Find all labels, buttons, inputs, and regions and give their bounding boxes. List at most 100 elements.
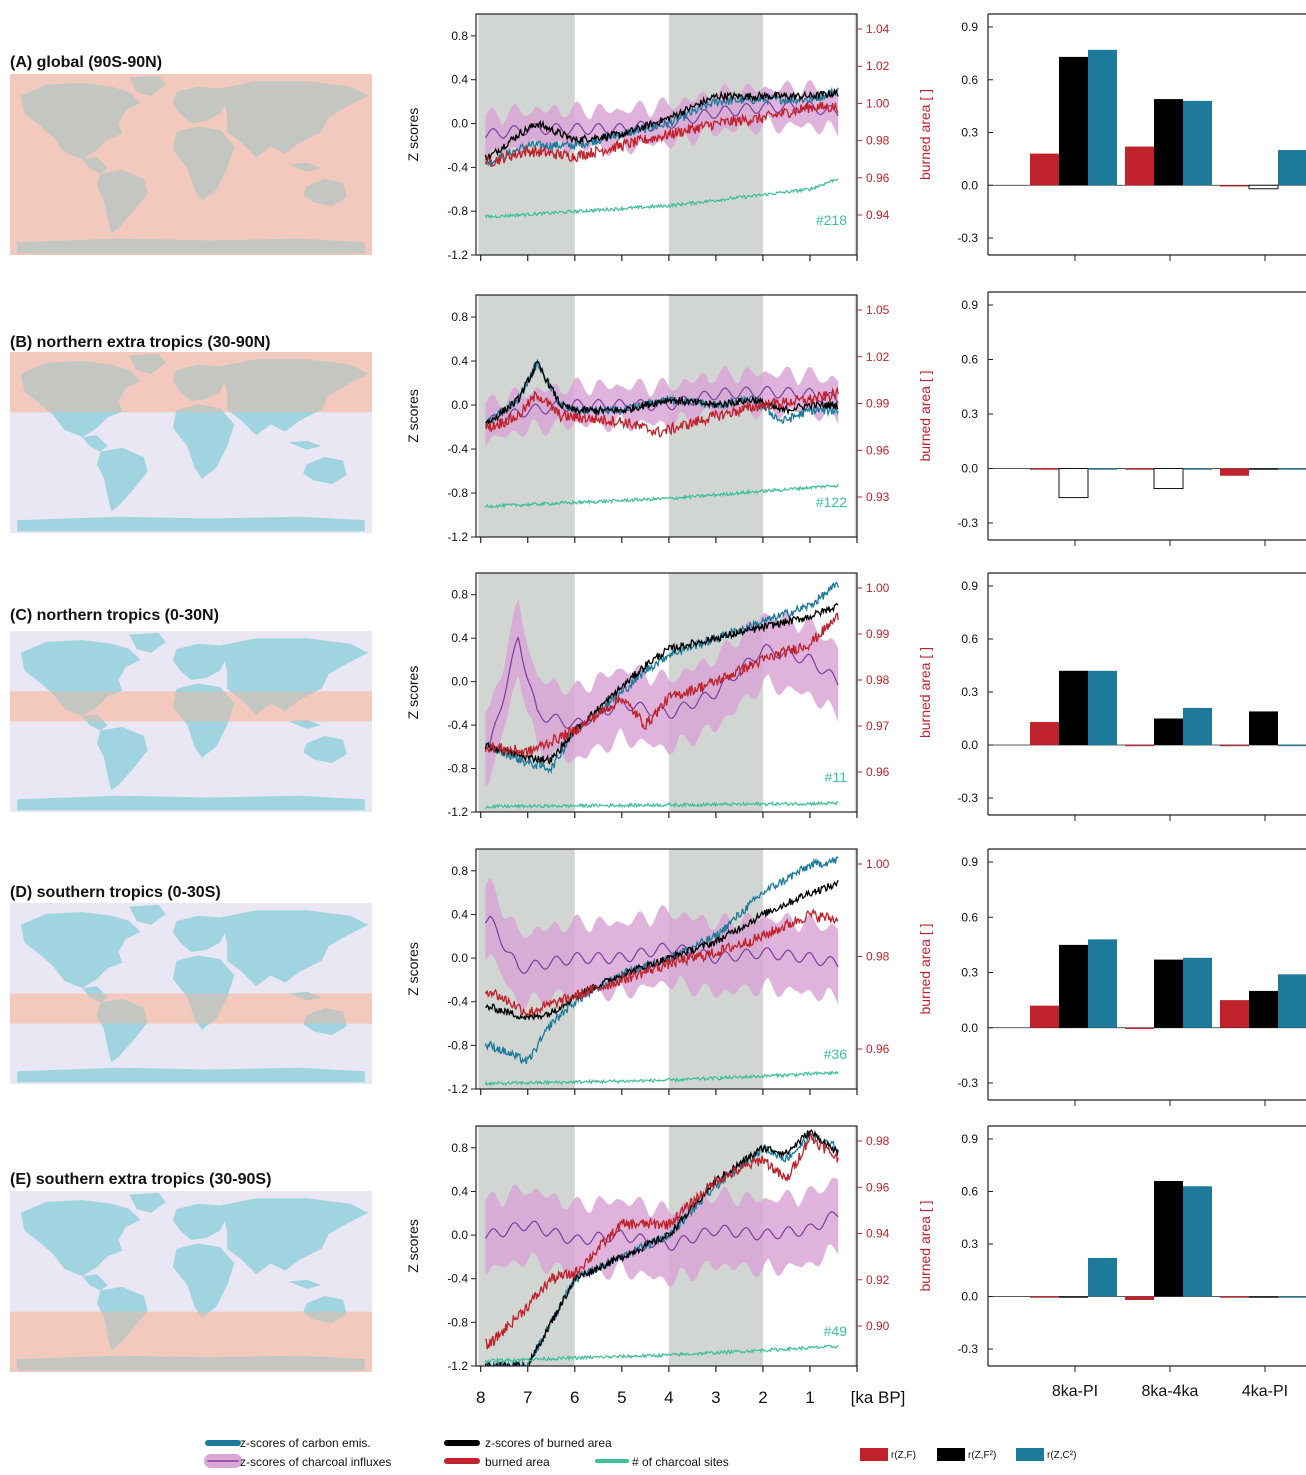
z-axis-label: Z scores bbox=[405, 108, 421, 162]
continent-in-band bbox=[288, 162, 322, 172]
legend: z-scores of carbon emis. z-scores of char… bbox=[204, 1436, 1076, 1469]
bar-panel-c: 0.9 0.6 0.3 0.0 -0.3 bbox=[957, 572, 1306, 821]
continent-in-band bbox=[20, 361, 141, 413]
bar-category-label: 4ka-PI bbox=[1242, 1383, 1288, 1400]
continent-shape bbox=[288, 1279, 322, 1289]
ts-frame bbox=[475, 572, 858, 813]
ts-plot-area bbox=[478, 14, 857, 255]
continent-in-band bbox=[17, 238, 365, 254]
continent-in-band bbox=[303, 1008, 347, 1024]
bar bbox=[1249, 711, 1278, 745]
ts-plot-area bbox=[478, 849, 857, 1089]
bar bbox=[1278, 974, 1306, 1028]
burned-area-line bbox=[484, 612, 839, 758]
timeseries-panel-d: 0.8 0.4 0.0 -0.4 -0.8 -1.2 0.96 0.98 1.00 Z score… bbox=[405, 848, 933, 1096]
continent-shape bbox=[20, 1200, 141, 1277]
shaded-interval bbox=[854, 295, 857, 537]
ba-tick-label: 0.98 bbox=[866, 134, 890, 148]
continent-in-band bbox=[303, 179, 347, 207]
x-tick-label: 6 bbox=[570, 1388, 579, 1407]
z-tick-label: -0.8 bbox=[447, 486, 468, 500]
ba-tick-label: 1.02 bbox=[866, 59, 890, 73]
ba-axis-label: burned area [ ] bbox=[917, 89, 933, 180]
bar-y-tick-label: -0.3 bbox=[957, 1342, 978, 1356]
bar bbox=[1125, 1027, 1154, 1029]
bar bbox=[1248, 184, 1279, 190]
panel-title: (D) southern tropics (0-30S) bbox=[10, 884, 221, 901]
bar-y-tick-label: 0.6 bbox=[961, 353, 978, 367]
panel-title: (A) global (90S-90N) bbox=[10, 54, 162, 71]
z-tick-label: -1.2 bbox=[447, 805, 468, 819]
continent-shape bbox=[172, 643, 228, 680]
ba-tick-label: 1.05 bbox=[866, 303, 890, 317]
ba-tick-label: 0.96 bbox=[866, 443, 890, 457]
bar bbox=[1278, 468, 1306, 470]
continent-in-band bbox=[96, 169, 148, 234]
continent-shape bbox=[82, 1274, 108, 1291]
z-tick-label: -1.2 bbox=[447, 530, 468, 544]
bar-panel-e: 0.9 0.6 0.3 0.0 -0.3 bbox=[957, 1125, 1306, 1372]
bar-y-tick-label: 0.6 bbox=[961, 632, 978, 646]
bar bbox=[1183, 468, 1212, 470]
bar bbox=[1154, 718, 1183, 745]
continent-in-band bbox=[17, 1355, 365, 1371]
bar-panel-b: 0.9 0.6 0.3 0.0 -0.3 bbox=[957, 291, 1306, 546]
charcoal-uncertainty-band bbox=[485, 599, 839, 788]
bar bbox=[1220, 1296, 1249, 1298]
ts-frame bbox=[475, 1125, 858, 1367]
bar bbox=[1220, 468, 1249, 476]
continent-in-band bbox=[101, 1311, 147, 1351]
z-tick-label: -0.8 bbox=[447, 1038, 468, 1052]
zscore-burned-line bbox=[485, 361, 839, 425]
ba-tick-label: 0.98 bbox=[866, 950, 890, 964]
map-layer bbox=[10, 903, 372, 1084]
z-axis-label: Z scores bbox=[405, 389, 421, 443]
region-map-b bbox=[10, 352, 372, 533]
ba-tick-label: 0.99 bbox=[866, 627, 890, 641]
shaded-interval bbox=[854, 1126, 857, 1366]
continent-shape bbox=[82, 435, 108, 452]
site-count: #122 bbox=[816, 494, 847, 510]
continent-in-band bbox=[184, 993, 229, 1024]
bar-y-tick-label: 0.0 bbox=[961, 178, 978, 192]
bar-y-tick-label: 0.6 bbox=[961, 910, 978, 924]
band-land-layer bbox=[49, 691, 317, 722]
map-layer bbox=[10, 1191, 372, 1372]
continent-shape bbox=[288, 440, 322, 450]
ba-tick-label: 0.90 bbox=[866, 1319, 890, 1333]
bar bbox=[1125, 146, 1154, 186]
bar-y-tick-label: 0.6 bbox=[961, 1185, 978, 1199]
z-axis-label: Z scores bbox=[405, 666, 421, 720]
continent-in-band bbox=[96, 998, 148, 1024]
ba-tick-label: 0.93 bbox=[866, 490, 890, 504]
site-count: #11 bbox=[825, 769, 848, 785]
x-tick-label: 8 bbox=[476, 1388, 485, 1407]
bar bbox=[1220, 185, 1249, 187]
ba-tick-label: 1.00 bbox=[866, 581, 890, 595]
timeseries-panel-b: 0.8 0.4 0.0 -0.4 -0.8 -1.2 0.93 0.96 0.99 1.02 1.0… bbox=[405, 294, 933, 544]
bar-y-tick-label: 0.0 bbox=[961, 462, 978, 476]
legend-bar-swatch bbox=[860, 1448, 888, 1461]
bar-y-tick-label: 0.3 bbox=[961, 685, 978, 699]
continent-in-band bbox=[176, 404, 224, 413]
ts-plot-area bbox=[478, 1126, 857, 1366]
bar bbox=[1278, 150, 1306, 186]
bar bbox=[1059, 56, 1088, 186]
continent-shape bbox=[220, 1198, 369, 1275]
continent-shape bbox=[172, 1203, 228, 1240]
bar bbox=[1030, 722, 1059, 745]
bar bbox=[1030, 1296, 1059, 1298]
legend-label: z-scores of charcoal influxes bbox=[240, 1455, 391, 1469]
z-tick-label: -0.8 bbox=[447, 1315, 468, 1329]
bar bbox=[1220, 1000, 1249, 1028]
charcoal-sites-line bbox=[484, 178, 839, 220]
timeseries-panel-c: 0.8 0.4 0.0 -0.4 -0.8 -1.2 0.96 0.97 0.98 0.99 1.0… bbox=[405, 572, 933, 819]
continent-shape bbox=[129, 1192, 166, 1213]
bar-y-tick-label: 0.3 bbox=[961, 1237, 978, 1251]
ba-tick-label: 0.98 bbox=[866, 1134, 890, 1148]
continent-shape bbox=[129, 632, 166, 653]
site-count: #49 bbox=[824, 1323, 848, 1339]
ba-tick-label: 1.04 bbox=[866, 22, 890, 36]
region-map-d bbox=[10, 903, 372, 1084]
z-tick-label: -1.2 bbox=[447, 1359, 468, 1373]
